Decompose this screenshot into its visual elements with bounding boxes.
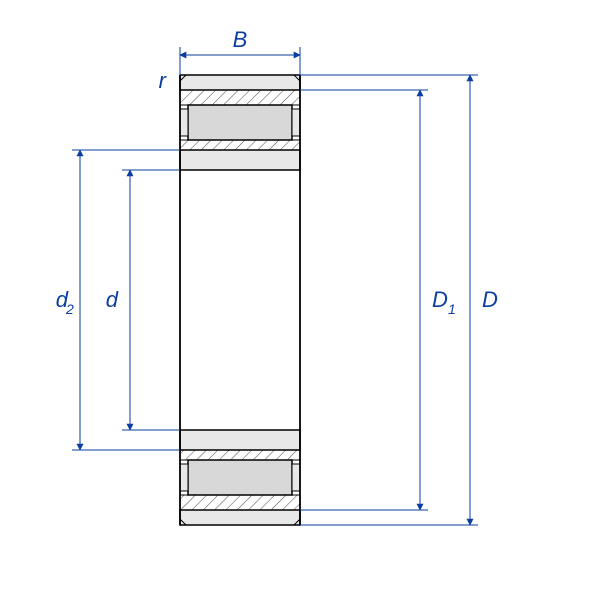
dim-label: D <box>432 287 448 312</box>
dim-label: B <box>233 27 248 52</box>
inner-ring <box>180 150 300 170</box>
inner-ring <box>180 430 300 450</box>
dim-label: D <box>482 287 498 312</box>
bearing-cross-section-diagram: BrDD1dd2 <box>0 0 600 600</box>
dim-label: d <box>106 287 119 312</box>
outer-ring <box>180 510 300 525</box>
roller <box>188 460 292 495</box>
dim-label-sub: 1 <box>448 301 456 317</box>
dim-label-sub: 2 <box>65 301 74 317</box>
label-r: r <box>159 68 168 93</box>
roller <box>188 105 292 140</box>
outer-ring <box>180 75 300 90</box>
